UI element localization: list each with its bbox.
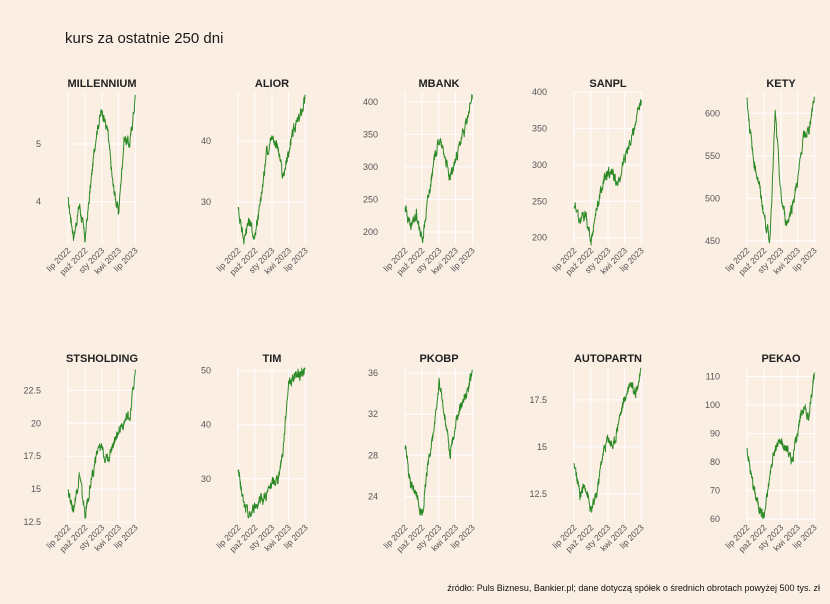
- page-title: kurs za ostatnie 250 dni: [65, 30, 224, 47]
- series-line-pkobp: [404, 369, 473, 516]
- y-tick-label: 12.5: [529, 489, 547, 499]
- y-tick-label: 200: [532, 233, 547, 243]
- y-tick-label: 250: [532, 196, 547, 206]
- y-tick-label: 250: [363, 194, 378, 204]
- panel-title-tim: TIM: [263, 353, 282, 365]
- series-line-stsholding: [67, 369, 136, 519]
- panel-title-stsholding: STSHOLDING: [66, 353, 138, 365]
- y-tick-label: 300: [363, 162, 378, 172]
- y-tick-label: 550: [705, 151, 720, 161]
- y-tick-label: 36: [368, 368, 378, 378]
- y-tick-label: 200: [363, 227, 378, 237]
- series-line-autopartn: [573, 367, 642, 513]
- panel-title-kety: KETY: [766, 78, 796, 90]
- series-line-tim: [237, 367, 306, 519]
- y-tick-label: 80: [710, 457, 720, 467]
- y-tick-label: 400: [532, 87, 547, 97]
- y-tick-label: 60: [710, 514, 720, 524]
- y-tick-label: 350: [532, 123, 547, 133]
- y-tick-label: 32: [368, 409, 378, 419]
- series-line-alior: [237, 94, 306, 245]
- series-line-kety: [746, 96, 815, 244]
- y-tick-label: 15: [537, 442, 547, 452]
- source-caption: źródło: Puls Biznesu, Bankier.pl; dane d…: [447, 583, 820, 593]
- series-line-pekao: [746, 372, 815, 519]
- y-tick-label: 5: [36, 139, 41, 149]
- series-line-millennium: [67, 94, 136, 243]
- y-tick-label: 20: [31, 418, 41, 428]
- y-tick-label: 50: [201, 366, 211, 376]
- y-tick-label: 350: [363, 129, 378, 139]
- y-tick-label: 28: [368, 450, 378, 460]
- y-tick-label: 30: [201, 474, 211, 484]
- y-tick-label: 110: [706, 372, 720, 382]
- y-tick-label: 22.5: [23, 385, 41, 395]
- y-tick-label: 24: [368, 491, 378, 501]
- y-tick-label: 15: [31, 484, 41, 494]
- series-line-sanpl: [573, 99, 642, 246]
- panel-title-mbank: MBANK: [419, 78, 460, 90]
- y-tick-label: 40: [201, 136, 211, 146]
- y-tick-label: 17.5: [529, 395, 547, 405]
- series-line-mbank: [404, 93, 473, 244]
- y-tick-label: 12.5: [23, 517, 41, 527]
- y-tick-label: 17.5: [23, 451, 41, 461]
- panel-title-pekao: PEKAO: [761, 353, 801, 365]
- y-tick-label: 400: [363, 97, 378, 107]
- y-tick-label: 30: [201, 197, 211, 207]
- y-tick-label: 4: [36, 197, 41, 207]
- y-tick-label: 90: [710, 429, 720, 439]
- y-tick-label: 100: [705, 400, 720, 410]
- panel-title-pkobp: PKOBP: [419, 353, 458, 365]
- y-tick-label: 450: [705, 236, 720, 246]
- panel-title-alior: ALIOR: [255, 78, 289, 90]
- panel-title-autopartn: AUTOPARTN: [574, 353, 642, 365]
- y-tick-label: 500: [705, 193, 720, 203]
- y-tick-label: 70: [710, 486, 720, 496]
- y-tick-label: 600: [705, 108, 720, 118]
- y-tick-label: 300: [532, 160, 547, 170]
- y-tick-label: 40: [201, 420, 211, 430]
- panel-title-sanpl: SANPL: [589, 78, 627, 90]
- panel-title-millennium: MILLENNIUM: [67, 78, 136, 90]
